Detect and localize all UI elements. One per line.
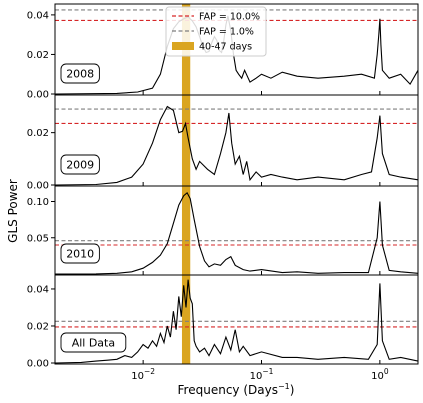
panel-tag: All Data <box>72 337 115 350</box>
y-tick-label: 0.00 <box>27 90 49 101</box>
legend: FAP = 10.0% FAP = 1.0% 40-47 days <box>165 6 267 57</box>
panel-3: 0.00 0.02 0.04 All Data <box>27 274 419 370</box>
panel-tag-box <box>60 332 127 353</box>
y-tick-label: 0.04 <box>27 284 49 295</box>
highlight-band <box>181 186 191 275</box>
highlight-band <box>181 95 191 186</box>
y-tick-label: 0.04 <box>27 10 49 21</box>
panel-frame <box>54 274 419 365</box>
panel-1: 0.00 0.02 2009 <box>27 94 419 192</box>
y-tick-label: 0.02 <box>27 50 49 61</box>
gls-power-line <box>54 279 419 364</box>
x-axis-label-base: Frequency (Days <box>178 383 278 397</box>
panels-group: 0.00 0.02 0.04 2008 0.00 0.02 2009 0.05 0.10 2010… <box>27 3 419 382</box>
y-tick-label: 0.02 <box>27 321 49 332</box>
legend-label: FAP = 10.0% <box>199 12 260 23</box>
y-axis-label: GLS Power <box>6 179 20 243</box>
panel-tag-box <box>60 154 100 175</box>
x-tick-label: 10−1 <box>250 367 274 382</box>
panel-tag: 2008 <box>66 68 94 81</box>
y-tick-label: 0.05 <box>27 233 49 244</box>
panel-frame <box>54 185 419 276</box>
legend-label: 40-47 days <box>199 42 252 53</box>
legend-label: FAP = 1.0% <box>199 27 254 38</box>
x-axis-label-exponent: −1 <box>278 382 290 391</box>
x-axis-label: Frequency (Days−1) <box>178 382 295 397</box>
x-tick-label: 100 <box>371 367 389 382</box>
highlight-band <box>181 275 191 364</box>
y-tick-label: 0.00 <box>27 181 49 192</box>
panel-tag-box <box>60 63 100 84</box>
y-tick-label: 0.00 <box>27 359 49 370</box>
gls-power-line <box>54 105 419 186</box>
panel-tag: 2009 <box>66 159 94 172</box>
y-tick-label: 0.10 <box>27 197 49 208</box>
x-axis-label-close: ) <box>290 383 295 397</box>
x-tick-label: 10−2 <box>131 367 155 382</box>
panel-tag-box <box>60 243 100 264</box>
panel-tag: 2010 <box>66 248 94 261</box>
panel-2: 0.05 0.10 2010 <box>27 185 419 276</box>
y-tick-label: 0.02 <box>27 128 49 139</box>
legend-swatch-band <box>172 42 194 50</box>
gls-power-line <box>54 191 419 275</box>
